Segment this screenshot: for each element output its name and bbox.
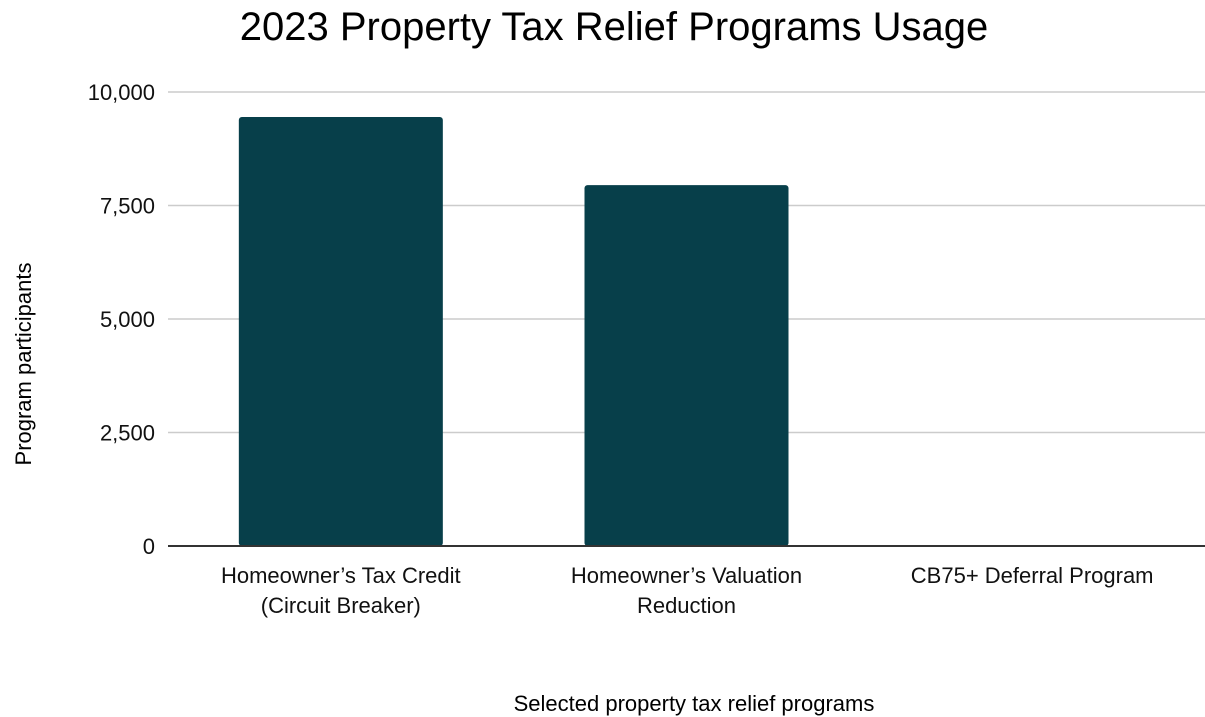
x-category-label-line: CB75+ Deferral Program (911, 563, 1154, 588)
y-tick-label: 7,500 (100, 194, 155, 219)
x-category-label-line: Homeowner’s Valuation (571, 563, 802, 588)
bar (238, 116, 443, 546)
x-category-label: Homeowner’s Valuation Reduction (571, 563, 802, 618)
x-category-label: CB75+ Deferral Program (911, 563, 1154, 588)
x-category-label: Homeowner’s Tax Credit (Circuit Breaker) (221, 563, 461, 618)
x-category-labels: Homeowner’s Tax Credit (Circuit Breaker)H… (221, 563, 1154, 618)
y-tick-label: 5,000 (100, 307, 155, 332)
bar (584, 185, 789, 546)
x-category-label-line: Reduction (637, 593, 736, 618)
x-category-label-line: (Circuit Breaker) (261, 593, 421, 618)
x-category-label-line: Homeowner’s Tax Credit (221, 563, 461, 588)
y-axis-title: Program participants (11, 263, 36, 466)
x-axis-title: Selected property tax relief programs (514, 691, 875, 716)
bars (238, 116, 789, 546)
y-tick-label: 10,000 (88, 80, 155, 105)
y-tick-labels: 0 2,500 5,000 7,500 10,000 (88, 80, 155, 559)
y-tick-label: 2,500 (100, 421, 155, 446)
chart-title: 2023 Property Tax Relief Programs Usage (240, 5, 989, 49)
y-tick-label: 0 (143, 534, 155, 559)
